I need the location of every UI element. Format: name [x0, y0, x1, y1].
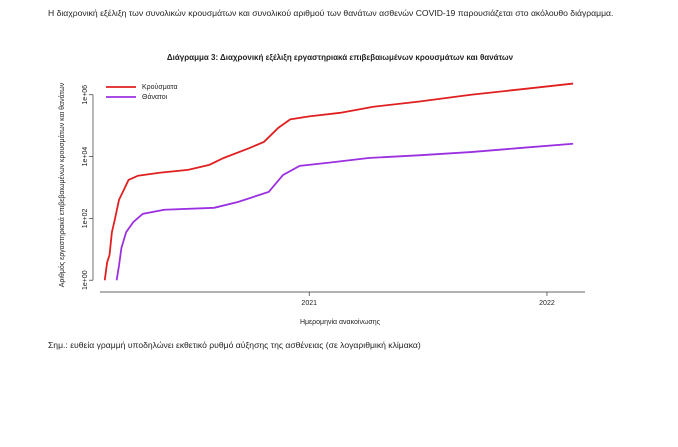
- x-tick-label: 2021: [301, 300, 317, 307]
- x-axis-label: Ημερομηνία ανακοίνωσης: [300, 318, 381, 326]
- series-line: [115, 142, 574, 281]
- y-tick-label: 1e+00: [82, 270, 89, 290]
- legend-label: Θάνατοι: [142, 93, 168, 101]
- x-tick-label: 2022: [539, 300, 555, 307]
- chart-title: Διάγραμμα 3: Διαχρονική εξέλιξη εργαστηρ…: [167, 53, 514, 62]
- note-text: Σημ.: ευθεία γραμμή υποδηλώνει εκθετικό …: [48, 340, 421, 350]
- intro-text: Η διαχρονική εξέλιξη των συνολικών κρουσ…: [48, 8, 614, 18]
- series-line: [103, 82, 574, 281]
- legend-label: Κρούσματα: [142, 83, 178, 91]
- y-tick-label: 1e+02: [82, 208, 89, 228]
- y-tick-label: 1e+06: [82, 85, 89, 105]
- y-tick-label: 1e+04: [82, 147, 89, 167]
- y-axis-label: Αριθμός εργαστηριακά επιβεβαιωμένων κρου…: [58, 82, 66, 287]
